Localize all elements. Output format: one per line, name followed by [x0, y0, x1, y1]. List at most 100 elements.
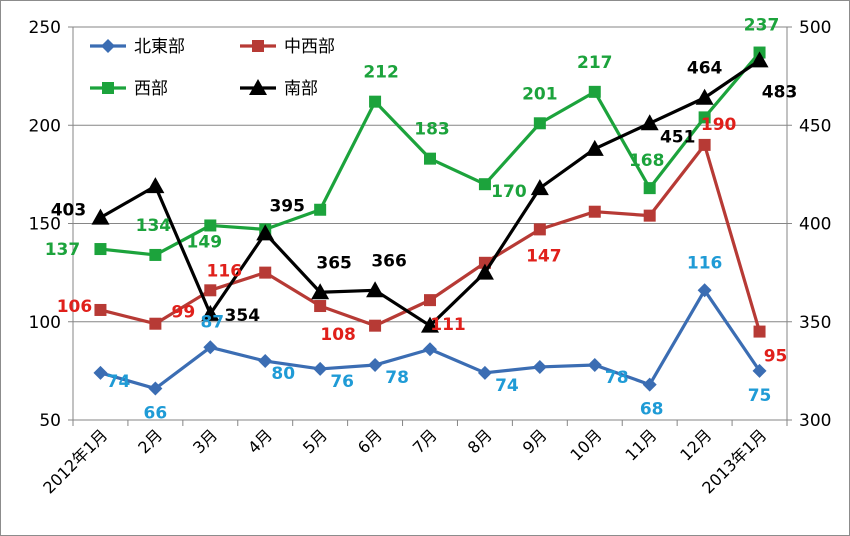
- point-marker: [642, 377, 657, 392]
- point-marker: [203, 340, 218, 355]
- point-marker: [533, 223, 546, 236]
- point-marker: [314, 300, 327, 313]
- point-marker: [585, 139, 604, 156]
- y-tick-label-right: 300: [799, 411, 831, 431]
- point-marker: [588, 85, 601, 98]
- data-label: 403: [51, 201, 87, 221]
- data-label: 95: [764, 347, 788, 367]
- data-label: 170: [491, 182, 527, 202]
- series-triangle-3: [91, 51, 769, 333]
- legend-label: 南部: [284, 79, 318, 99]
- y-tick-label-right: 450: [799, 116, 831, 136]
- data-label: 237: [744, 16, 780, 36]
- point-marker: [249, 79, 267, 95]
- data-labels: 74 66 87 80 76 78 74 78 68 116 75 106 99 116 108 111 147…: [45, 16, 798, 424]
- data-label: 451: [660, 127, 696, 147]
- data-label: 366: [371, 251, 407, 271]
- point-marker: [94, 303, 107, 316]
- data-label: 190: [701, 115, 737, 135]
- data-label: 354: [225, 306, 261, 326]
- point-marker: [148, 381, 163, 396]
- data-label: 75: [748, 386, 772, 406]
- legend-entry: 南部: [240, 79, 318, 99]
- data-label: 99: [172, 303, 196, 323]
- y-tick-label-left: 200: [29, 116, 61, 136]
- data-label: 168: [629, 151, 665, 171]
- y-tick-label-left: 150: [29, 215, 61, 235]
- point-marker: [423, 342, 437, 357]
- point-marker: [93, 365, 108, 380]
- point-marker: [258, 354, 273, 369]
- point-marker: [101, 39, 115, 53]
- point-marker: [753, 325, 766, 338]
- data-label: 66: [144, 404, 168, 424]
- point-marker: [252, 40, 264, 52]
- point-marker: [643, 209, 656, 222]
- point-marker: [102, 82, 114, 94]
- data-label: 74: [495, 376, 519, 396]
- data-label: 483: [762, 82, 798, 102]
- data-label: 183: [414, 120, 450, 140]
- data-label: 212: [363, 63, 399, 83]
- data-label: 78: [385, 368, 409, 388]
- point-marker: [530, 179, 549, 196]
- point-marker: [369, 319, 382, 332]
- point-marker: [311, 283, 330, 300]
- data-label: 217: [577, 53, 613, 73]
- point-marker: [369, 95, 382, 108]
- point-marker: [259, 266, 272, 279]
- data-label: 116: [687, 253, 723, 273]
- legend-entry: 中西部: [240, 37, 335, 57]
- point-marker: [368, 357, 383, 372]
- point-marker: [752, 363, 767, 378]
- data-label: 87: [200, 312, 224, 332]
- point-marker: [149, 317, 162, 330]
- point-marker: [421, 316, 439, 333]
- point-marker: [697, 283, 712, 298]
- data-label: 137: [45, 240, 81, 260]
- series-diamond-0: [93, 283, 767, 396]
- point-marker: [149, 248, 162, 261]
- point-marker: [750, 51, 769, 68]
- point-marker: [313, 361, 328, 376]
- point-marker: [532, 359, 547, 374]
- y-tick-label-left: 100: [29, 313, 61, 333]
- point-marker: [91, 208, 110, 225]
- data-label: 147: [526, 246, 562, 266]
- point-marker: [643, 182, 656, 195]
- point-marker: [477, 365, 492, 380]
- data-label: 464: [687, 59, 723, 79]
- point-marker: [146, 177, 165, 194]
- data-label: 68: [640, 400, 664, 420]
- legend-label: 中西部: [284, 37, 335, 57]
- data-label: 111: [430, 315, 466, 335]
- point-marker: [478, 178, 491, 191]
- data-label: 149: [187, 232, 223, 252]
- point-marker: [204, 284, 217, 297]
- legend-entry: 北東部: [90, 37, 185, 57]
- point-marker: [695, 88, 714, 105]
- data-label: 108: [320, 325, 356, 345]
- y-tick-label-right: 500: [799, 18, 831, 38]
- point-marker: [698, 111, 711, 124]
- point-marker: [533, 117, 546, 130]
- data-label: 116: [207, 261, 243, 281]
- point-marker: [204, 219, 217, 232]
- point-marker: [314, 203, 327, 216]
- point-marker: [94, 243, 107, 256]
- legend-label: 北東部: [134, 37, 185, 57]
- point-marker: [698, 138, 711, 151]
- legend-entry: 西部: [90, 79, 168, 99]
- point-marker: [588, 205, 601, 218]
- data-label: 106: [57, 297, 93, 317]
- data-label: 76: [330, 372, 354, 392]
- series-square-1: [94, 138, 766, 338]
- point-marker: [424, 152, 436, 165]
- y-tick-label-left: 50: [39, 411, 61, 431]
- data-label: 365: [316, 253, 352, 273]
- point-marker: [640, 114, 659, 131]
- y-tick-label-right: 400: [799, 215, 831, 235]
